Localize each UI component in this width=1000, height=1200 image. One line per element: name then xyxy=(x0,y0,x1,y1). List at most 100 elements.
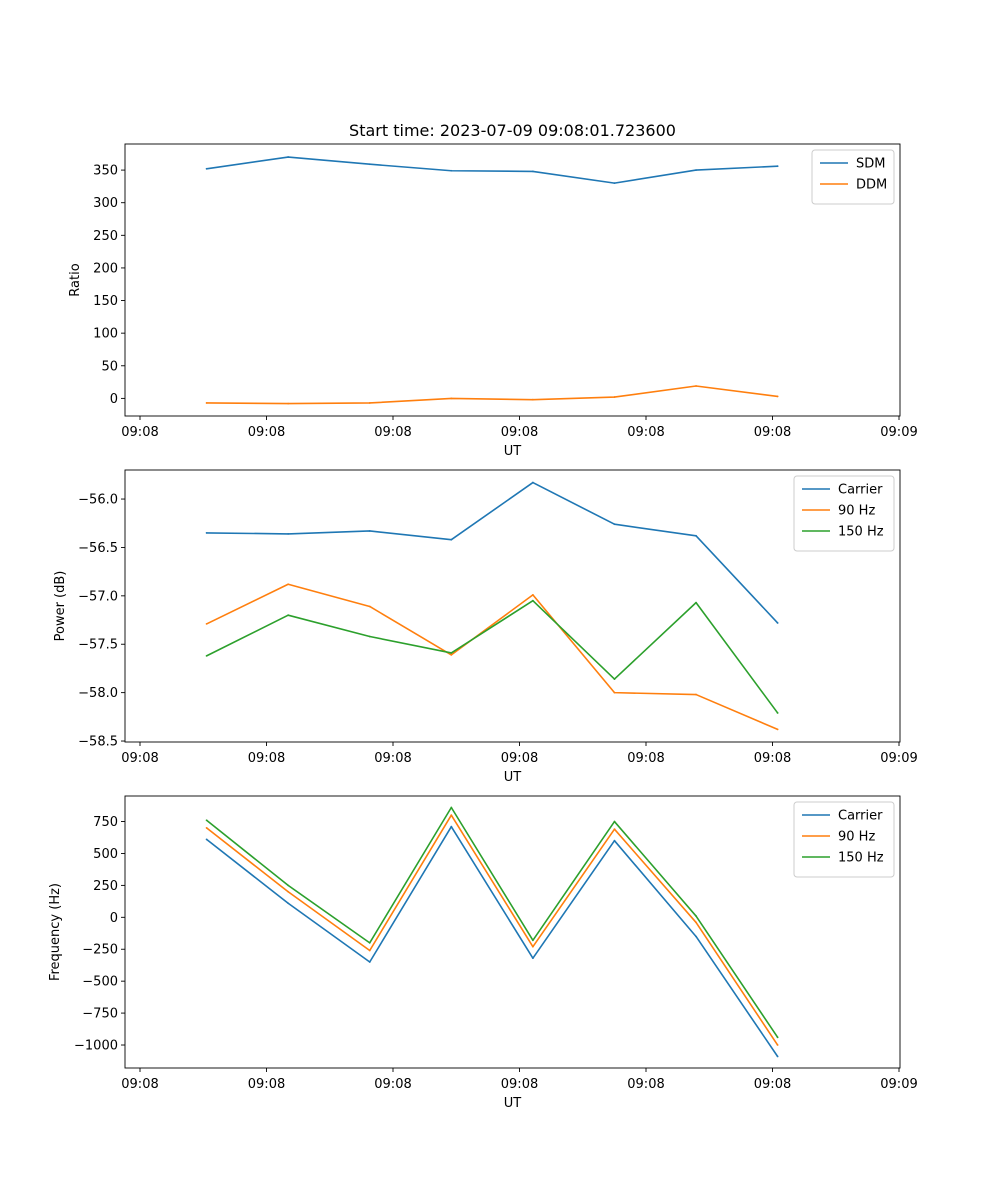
chart-1: 09:08 09:08 09:08 09:08 09:08 09:08 09:09 0 50 10… xyxy=(68,121,918,459)
x-tick-label: 09:09 xyxy=(880,751,917,766)
series-line-3 xyxy=(206,599,779,714)
x-tick-label: 09:08 xyxy=(374,1077,411,1092)
data-point xyxy=(695,693,697,696)
y-tick-label: −750 xyxy=(82,1007,118,1022)
y-tick-label: 250 xyxy=(93,879,118,894)
data-point xyxy=(368,163,371,166)
legend-label-1: SDM xyxy=(856,157,885,172)
data-point xyxy=(695,385,697,387)
y-tick-label: 350 xyxy=(93,164,118,179)
legend-label-3: 150 Hz xyxy=(838,851,884,866)
x-axis-label: UT xyxy=(504,444,522,459)
legend-label-1: Carrier xyxy=(838,809,883,824)
data-point xyxy=(287,532,290,535)
data-point xyxy=(205,532,208,534)
x-tick-label: 09:08 xyxy=(501,751,538,766)
data-point xyxy=(776,728,779,731)
y-tick-label: −56.0 xyxy=(78,493,118,508)
y-tick-label: −56.5 xyxy=(78,541,118,556)
y-tick-label: 200 xyxy=(93,261,118,276)
data-point xyxy=(287,156,290,158)
data-point xyxy=(368,949,371,952)
series-line-3 xyxy=(206,806,779,1038)
x-tick-label: 09:08 xyxy=(121,425,158,440)
data-point xyxy=(776,1044,779,1046)
data-point xyxy=(695,169,697,171)
y-tick-label: 300 xyxy=(93,196,118,211)
data-point xyxy=(450,806,453,809)
data-point xyxy=(776,712,779,714)
x-tick-label: 09:08 xyxy=(754,425,791,440)
y-axis-label: Frequency (Hz) xyxy=(48,883,63,981)
data-point xyxy=(613,820,616,823)
series-line-1 xyxy=(206,481,779,624)
x-tick-label: 09:08 xyxy=(374,751,411,766)
data-point xyxy=(531,599,534,602)
y-axis-label: Ratio xyxy=(68,263,83,296)
y-tick-label: −500 xyxy=(82,975,118,990)
data-point xyxy=(368,605,371,608)
data-point xyxy=(450,169,453,172)
data-point xyxy=(368,941,371,944)
x-tick-label: 09:08 xyxy=(627,425,664,440)
data-point xyxy=(287,614,290,617)
data-point xyxy=(287,902,290,905)
series-line-1 xyxy=(206,156,778,184)
x-tick-label: 09:08 xyxy=(121,751,158,766)
chart-3: 09:08 09:08 09:08 09:08 09:08 09:08 09:09 −1000… xyxy=(48,795,918,1111)
y-tick-label: 150 xyxy=(93,294,118,309)
data-point xyxy=(205,402,208,404)
series-line-2 xyxy=(206,385,778,405)
x-tick-label: 09:09 xyxy=(880,425,917,440)
y-tick-label: 0 xyxy=(110,392,118,407)
y-tick-label: 50 xyxy=(101,359,118,374)
x-tick-label: 09:08 xyxy=(248,425,285,440)
x-tick-label: 09:08 xyxy=(374,425,411,440)
y-tick-label: 100 xyxy=(93,327,118,342)
x-tick-label: 09:08 xyxy=(627,1077,664,1092)
y-tick-label: −250 xyxy=(82,943,118,958)
legend: Carrier 90 Hz 150 Hz xyxy=(793,801,895,878)
data-point xyxy=(613,839,616,842)
data-point xyxy=(368,961,371,963)
data-point xyxy=(450,653,453,656)
x-tick-label: 09:08 xyxy=(121,1077,158,1092)
data-point xyxy=(368,402,371,404)
x-tick-label: 09:08 xyxy=(501,1077,538,1092)
x-axis-label: UT xyxy=(504,770,522,785)
data-point xyxy=(776,622,779,624)
y-tick-label: 750 xyxy=(93,815,118,830)
x-axis-label: UT xyxy=(504,1096,522,1111)
y-axis-label: Power (dB) xyxy=(53,571,68,642)
y-tick-label: 500 xyxy=(93,847,118,862)
y-tick-label: −57.0 xyxy=(78,589,118,604)
data-point xyxy=(776,165,779,168)
data-point xyxy=(613,678,616,680)
series-line-2 xyxy=(206,814,779,1046)
data-point xyxy=(531,170,534,173)
data-point xyxy=(613,396,616,398)
series-line-2 xyxy=(206,583,778,731)
y-tick-label: −1000 xyxy=(74,1039,118,1054)
data-point xyxy=(531,481,534,484)
data-point xyxy=(287,583,290,586)
data-point xyxy=(613,182,616,185)
y-tick-label: 250 xyxy=(93,229,118,244)
data-point xyxy=(368,635,371,638)
x-tick-label: 09:08 xyxy=(501,425,538,440)
x-tick-label: 09:08 xyxy=(248,1077,285,1092)
data-point xyxy=(205,167,208,170)
legend-box xyxy=(793,475,895,552)
data-point xyxy=(450,825,453,828)
data-point xyxy=(531,939,534,942)
y-tick-label: 0 xyxy=(110,911,118,926)
x-tick-label: 09:08 xyxy=(754,1077,791,1092)
data-point xyxy=(205,819,208,822)
data-point xyxy=(695,921,697,924)
data-point xyxy=(450,397,453,400)
data-point xyxy=(205,827,208,829)
data-point xyxy=(531,398,534,401)
data-point xyxy=(695,935,697,938)
data-point xyxy=(695,534,697,537)
